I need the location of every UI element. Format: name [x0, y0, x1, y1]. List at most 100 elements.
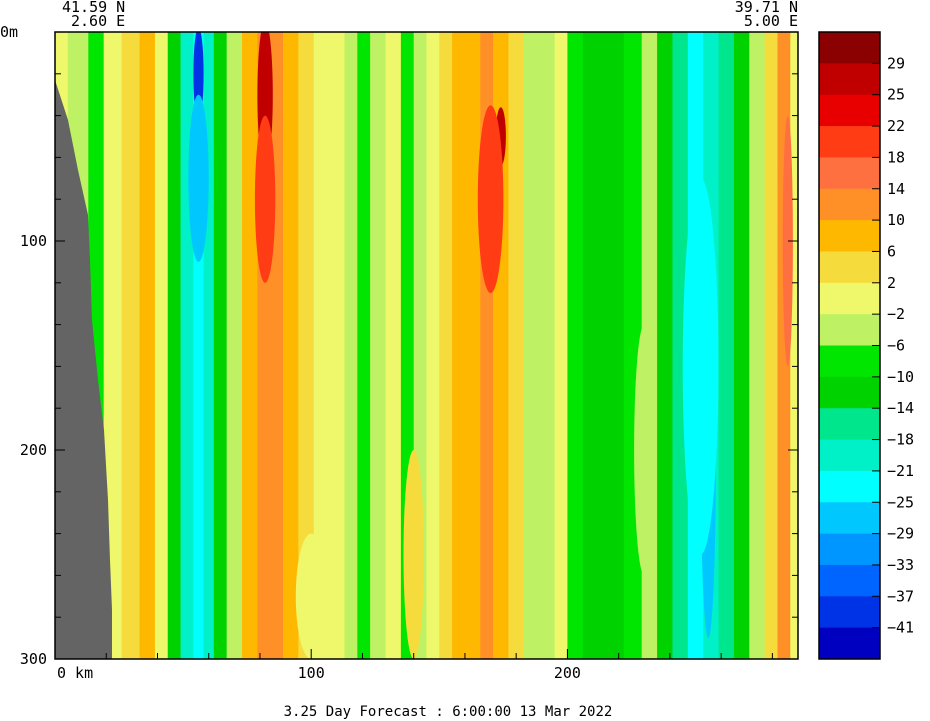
colorbar-label: 6: [887, 242, 896, 260]
field-column: [226, 32, 243, 659]
x-tick-label: 0 km: [57, 664, 93, 682]
field-column: [121, 32, 141, 659]
colorbar-band: [819, 502, 880, 535]
field-hotspot: [782, 115, 793, 367]
colorbar-band: [819, 220, 880, 252]
field-column: [344, 32, 358, 659]
field-column: [733, 32, 750, 659]
colorbar-band: [819, 345, 880, 378]
colorbar-band: [819, 63, 880, 96]
field-column: [539, 32, 556, 659]
field-column: [270, 32, 284, 659]
colorbar-band: [819, 564, 880, 597]
field-column: [213, 32, 228, 659]
field-column: [370, 32, 387, 659]
colorbar-band: [819, 32, 880, 64]
colorbar-labels: 29 25 22 18 14 10 6 2 −2 −6 −10 −14 −18 −21 −25 −29 −33 −…: [887, 54, 914, 636]
colorbar-label: −41: [887, 619, 914, 637]
colorbar-label: 2: [887, 274, 896, 292]
colorbar-band: [819, 470, 880, 503]
colorbar-label: 29: [887, 54, 905, 72]
colorbar-label: −25: [887, 493, 914, 511]
field-column: [439, 32, 453, 659]
field-column: [467, 32, 481, 659]
field-column: [718, 32, 735, 659]
colorbar-band: [819, 596, 880, 629]
field-column: [764, 32, 779, 659]
field-hotspot: [682, 178, 719, 555]
x-tick-label: 200: [554, 664, 581, 682]
field-column: [603, 32, 625, 659]
axis-labels: 0m 100 200 300 0 km 100 200: [0, 23, 581, 682]
y-tick-label: 0m: [0, 23, 18, 41]
field-column: [242, 32, 258, 659]
colorbar-label: −2: [887, 305, 905, 323]
field-column: [298, 32, 315, 659]
y-tick-label: 100: [20, 232, 47, 250]
colorbar-band: [819, 94, 880, 127]
colorbar-ticks: [872, 62, 880, 629]
field-column: [329, 32, 346, 659]
field-column: [154, 32, 169, 659]
colorbar-label: −14: [887, 399, 914, 417]
colorbar-label: −29: [887, 525, 914, 543]
header-right: 39.71 N 5.00 E: [735, 0, 798, 30]
field-column: [357, 32, 371, 659]
colorbar-label: −18: [887, 431, 914, 449]
plot-area: [55, 32, 798, 659]
field-column: [167, 32, 182, 659]
colorbar-label: 10: [887, 211, 905, 229]
field-column: [523, 32, 540, 659]
colorbar-label: −33: [887, 556, 914, 574]
colorbar-band: [819, 314, 880, 346]
field-column: [426, 32, 440, 659]
field-column: [672, 32, 689, 659]
colorbar-band: [819, 188, 880, 221]
plot-frame: [54, 31, 799, 660]
field-column: [193, 32, 205, 659]
x-tick-label: 100: [298, 664, 325, 682]
colorbar-band: [819, 533, 880, 566]
field-hotspot: [403, 450, 424, 659]
colorbar-label: −37: [887, 587, 914, 605]
field-hotspots: [188, 32, 793, 659]
field-column: [657, 32, 674, 659]
colorbar-band: [819, 408, 880, 441]
field-hotspot: [254, 115, 276, 283]
field-hotspot: [477, 105, 504, 294]
field-column: [139, 32, 156, 659]
header-right-lat: 39.71 N: [735, 0, 798, 16]
field-column: [582, 32, 604, 659]
colorbar-label: 14: [887, 180, 905, 198]
field-column: [749, 32, 766, 659]
header-left: 41.59 N 2.60 E: [62, 0, 125, 30]
land-mask: [55, 80, 112, 659]
colorbar-label: 18: [887, 148, 905, 166]
field-hotspot: [295, 533, 327, 659]
colorbar-band: [819, 376, 880, 409]
colorbar-band: [819, 251, 880, 284]
field-column: [554, 32, 569, 659]
forecast-label: 3.25 Day Forecast : 6:00:00 13 Mar 2022: [284, 704, 613, 720]
field-column: [313, 32, 330, 659]
colorbar-label: 22: [887, 117, 905, 135]
colorbar-band: [819, 282, 880, 315]
field-column: [203, 32, 215, 659]
header-left-lon: 2.60 E: [71, 12, 125, 30]
colorbar-band: [819, 157, 880, 190]
field-column: [452, 32, 469, 659]
colorbar-label: −6: [887, 337, 905, 355]
field-column: [508, 32, 525, 659]
tick-marks: [54, 31, 798, 660]
colorbar-label: −21: [887, 462, 914, 480]
colorbar-band: [819, 126, 880, 158]
colorbar: [819, 32, 880, 660]
field-column: [790, 32, 798, 659]
header-right-lon: 5.00 E: [744, 12, 798, 30]
colorbar-band: [819, 439, 880, 472]
field-column: [567, 32, 584, 659]
y-tick-label: 200: [20, 441, 47, 459]
colorbar-label: −10: [887, 368, 914, 386]
field-hotspot: [634, 324, 655, 576]
